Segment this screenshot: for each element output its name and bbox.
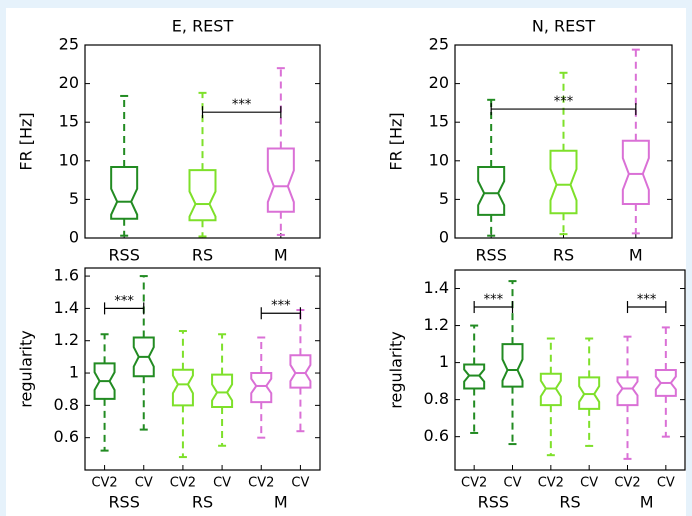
y-tick-label: 1	[69, 363, 79, 382]
y-tick-label: 15	[429, 112, 449, 131]
y-tick-label: 1.6	[54, 266, 79, 285]
x-tick-label: RSS	[475, 246, 506, 265]
box-body	[266, 147, 295, 213]
plot-frame	[454, 44, 673, 239]
x-tick-label: M	[629, 246, 643, 265]
box-body	[549, 149, 578, 215]
y-tick-label: 1	[439, 352, 449, 371]
x-tick-label: RS	[192, 246, 213, 265]
box-group	[250, 336, 273, 439]
y-tick-label: 0.8	[54, 395, 79, 414]
box-body	[250, 372, 273, 404]
group-label: RS	[192, 493, 213, 512]
box-body	[211, 373, 234, 408]
box-group	[578, 337, 601, 447]
chart-title: E, REST	[172, 17, 234, 36]
x-tick-label: CV2	[91, 476, 117, 491]
x-tick-label: CV	[213, 476, 231, 491]
y-tick-label: 0.6	[424, 426, 449, 445]
significance-label: ***	[271, 299, 291, 314]
x-tick-label: CV2	[461, 476, 487, 491]
x-tick-label: CV	[291, 476, 309, 491]
significance-label: ***	[232, 98, 252, 113]
x-tick-label: CV	[657, 476, 675, 491]
box-group	[654, 326, 677, 438]
box-body	[93, 362, 116, 400]
group-label: M	[640, 493, 654, 512]
y-tick-label: 15	[59, 112, 79, 131]
y-tick-label: 0	[69, 228, 79, 247]
y-tick-label: 25	[59, 35, 79, 54]
y-axis-label: FR [Hz]	[17, 112, 36, 170]
box-body	[621, 139, 650, 206]
y-tick-label: 5	[69, 189, 79, 208]
x-tick-label: CV	[580, 476, 598, 491]
y-tick-label: 10	[429, 150, 449, 169]
box-group	[501, 280, 524, 446]
box-body	[616, 376, 639, 407]
y-tick-label: 20	[59, 73, 79, 92]
box-group	[549, 71, 578, 236]
x-tick-label: RSS	[108, 246, 139, 265]
y-tick-label: 10	[59, 150, 79, 169]
y-tick-label: 1.2	[54, 330, 79, 349]
x-tick-label: CV2	[248, 476, 274, 491]
box-body	[578, 376, 601, 410]
box-body	[171, 368, 194, 407]
y-tick-label: 0.6	[54, 427, 79, 446]
box-group	[463, 324, 486, 434]
y-axis-label: FR [Hz]	[387, 112, 406, 170]
box-group	[477, 98, 506, 237]
group-label: RSS	[108, 493, 139, 512]
box-body	[188, 169, 217, 222]
plot-frame	[84, 267, 321, 471]
box-body	[477, 165, 506, 216]
y-tick-label: 1.4	[424, 278, 449, 297]
chart-title: N, REST	[532, 17, 596, 36]
y-tick-label: 1.4	[54, 298, 79, 317]
y-tick-label: 20	[429, 73, 449, 92]
box-body	[539, 372, 562, 407]
significance-label: ***	[484, 293, 504, 308]
box-group	[539, 337, 562, 457]
box-group	[616, 335, 639, 460]
y-tick-label: 1.2	[424, 315, 449, 334]
y-tick-label: 25	[429, 35, 449, 54]
x-tick-label: M	[274, 246, 288, 265]
significance-label: ***	[554, 95, 574, 110]
x-tick-label: CV2	[538, 476, 564, 491]
x-tick-label: CV	[504, 476, 522, 491]
y-tick-label: 5	[439, 189, 449, 208]
box-group	[93, 333, 116, 452]
group-label: RS	[559, 493, 580, 512]
box-group	[621, 48, 650, 235]
x-tick-label: CV2	[170, 476, 196, 491]
y-tick-label: 0	[439, 228, 449, 247]
plot-frame	[84, 44, 321, 239]
x-tick-label: CV2	[614, 476, 640, 491]
box-body	[289, 354, 312, 389]
box-group	[188, 91, 217, 238]
y-axis-label: regularity	[387, 331, 406, 408]
box-body	[501, 343, 524, 388]
y-tick-label: 0.8	[424, 389, 449, 408]
significance-label: ***	[114, 294, 134, 309]
box-body	[132, 336, 155, 378]
plot-frame	[454, 269, 686, 471]
significance-label: ***	[637, 293, 657, 308]
y-axis-label: regularity	[17, 330, 36, 407]
x-tick-label: RS	[553, 246, 574, 265]
box-group	[211, 333, 234, 447]
x-tick-label: CV	[135, 476, 153, 491]
figure-background	[6, 8, 686, 516]
box-body	[654, 369, 677, 397]
box-group	[110, 94, 139, 237]
box-group	[171, 330, 194, 459]
box-body	[110, 165, 139, 220]
group-label: M	[274, 493, 288, 512]
box-body	[463, 363, 486, 390]
group-label: RSS	[478, 493, 509, 512]
